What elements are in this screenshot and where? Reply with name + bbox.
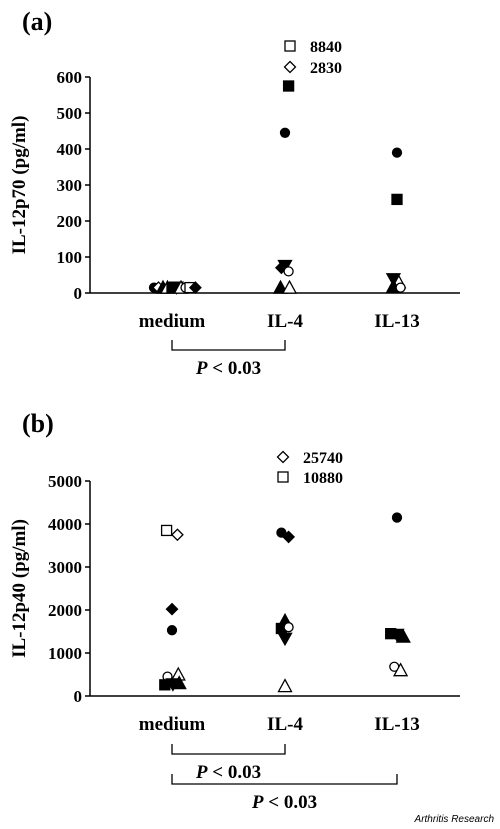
panel-a-data-point xyxy=(279,127,291,138)
panel-b-y-tick-label: 0 xyxy=(74,687,83,706)
panel-b-data-point xyxy=(393,662,409,677)
panel-b-data-point xyxy=(171,675,187,690)
panel-a-y-tick-label: 400 xyxy=(57,140,83,159)
panel-a-data-point xyxy=(395,282,406,293)
panel-a-data-point xyxy=(188,281,202,295)
panel-b-data-point xyxy=(170,528,184,542)
panel-b-category-label: IL-4 xyxy=(267,714,303,735)
panel-a-p-threshold: < 0.03 xyxy=(208,358,262,379)
panel-a-chart: (a) 0 100 200 300 400 500 600 IL-12p70 (pg/ml) me… xyxy=(9,7,460,379)
panel-b-data-point xyxy=(166,625,178,636)
panel-b-significance-bracket xyxy=(171,744,286,755)
panel-b-offscale-value: 25740 xyxy=(303,450,343,467)
panel-a-data-point xyxy=(391,147,403,158)
panel-b-p-symbol: P xyxy=(251,792,264,813)
panel-a-significance-bracket xyxy=(171,340,286,351)
panel-b-data-point xyxy=(165,602,179,616)
panel-b-p-threshold: < 0.03 xyxy=(208,762,262,783)
panel-a-p-value-label: P < 0.03 xyxy=(195,358,261,379)
panel-a-y-axis-label: IL-12p70 (pg/ml) xyxy=(9,116,30,255)
panel-a-label: (a) xyxy=(22,7,52,36)
panel-b-y-axis-label: IL-12p40 (pg/ml) xyxy=(9,519,30,658)
panel-b-label: (b) xyxy=(22,409,54,438)
panel-b-significance-bracket xyxy=(171,774,398,785)
panel-b-y-tick-label: 5000 xyxy=(48,472,82,491)
panel-a-y-tick-label: 0 xyxy=(74,284,83,303)
panel-b-data-point xyxy=(277,632,293,647)
publisher-credit: Arthritis Research xyxy=(414,814,494,825)
panel-a-p-symbol: P xyxy=(195,358,208,379)
panel-b-data-point xyxy=(391,512,403,523)
panel-b-data-point xyxy=(277,678,293,693)
panel-a-y-tick-label: 100 xyxy=(57,248,83,267)
panel-a-data-point xyxy=(391,193,403,206)
panel-a-offscale-value: 8840 xyxy=(310,39,342,56)
panel-a-y-tick-label: 600 xyxy=(57,68,83,87)
panel-b-offscale-value: 10880 xyxy=(303,470,343,487)
panel-a-data-point xyxy=(277,259,293,274)
panel-b-category-label: medium xyxy=(139,714,206,735)
panel-b-p-value-label: P < 0.03 xyxy=(251,792,317,813)
panel-b-y-tick-label: 2000 xyxy=(48,601,82,620)
panel-a-offscale-value: 2830 xyxy=(310,60,342,77)
panel-a-data-point xyxy=(282,80,295,92)
panel-a-y-tick-label: 500 xyxy=(57,104,83,123)
panel-b-p-threshold: < 0.03 xyxy=(264,792,318,813)
panel-b-data-point xyxy=(283,622,294,633)
panel-a-data-point xyxy=(283,266,294,277)
panel-a-data-point xyxy=(281,279,298,294)
panel-a-category-label: medium xyxy=(139,311,206,332)
panel-b-p-value-label: P < 0.03 xyxy=(195,762,261,783)
panel-b-data-point xyxy=(276,527,287,538)
panel-b-offscale-marker xyxy=(277,471,289,483)
panel-a-data-point xyxy=(272,279,289,294)
panel-b-category-label: IL-13 xyxy=(374,714,419,735)
panel-a-y-tick-label: 300 xyxy=(57,176,83,195)
panel-b-offscale-marker xyxy=(276,450,290,464)
panel-a-category-label: IL-13 xyxy=(374,311,419,332)
panel-b-y-tick-label: 4000 xyxy=(48,515,82,534)
panel-b-data-point xyxy=(282,530,296,544)
panel-b-data-point xyxy=(395,628,411,643)
panel-b-chart: (b) 0 1000 2000 3000 4000 5000 IL-12p40 (pg/ml)… xyxy=(9,409,460,813)
panel-a-offscale-marker xyxy=(284,40,296,52)
panel-a-offscale-marker xyxy=(283,60,297,74)
panel-a-y-tick-label: 200 xyxy=(57,212,83,231)
panel-b-p-symbol: P xyxy=(195,762,208,783)
panel-b-data-point xyxy=(160,524,173,537)
panel-a-category-label: IL-4 xyxy=(267,311,303,332)
panel-b-y-tick-label: 3000 xyxy=(48,558,82,577)
panel-b-y-tick-label: 1000 xyxy=(48,644,82,663)
